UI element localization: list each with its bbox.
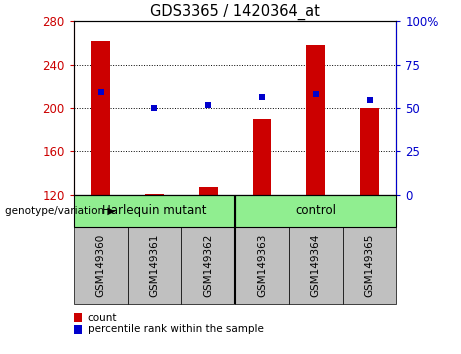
Bar	[91, 41, 110, 195]
Bar	[360, 108, 379, 195]
Bar	[74, 227, 128, 304]
Text: GSM149362: GSM149362	[203, 234, 213, 297]
Text: GSM149360: GSM149360	[95, 234, 106, 297]
Bar	[307, 45, 325, 195]
Text: count: count	[88, 313, 117, 322]
Text: GSM149365: GSM149365	[365, 234, 375, 297]
Text: GSM149361: GSM149361	[149, 234, 160, 297]
Bar	[74, 195, 235, 227]
Text: genotype/variation ▶: genotype/variation ▶	[5, 206, 115, 216]
Text: Harlequin mutant: Harlequin mutant	[102, 204, 207, 217]
Bar	[128, 227, 181, 304]
Bar	[343, 227, 396, 304]
Bar	[253, 119, 272, 195]
Text: percentile rank within the sample: percentile rank within the sample	[88, 325, 264, 335]
Bar	[235, 227, 289, 304]
Bar	[235, 195, 396, 227]
Bar	[145, 194, 164, 195]
Bar	[289, 227, 343, 304]
Text: GSM149364: GSM149364	[311, 234, 321, 297]
Title: GDS3365 / 1420364_at: GDS3365 / 1420364_at	[150, 4, 320, 20]
Bar	[181, 227, 235, 304]
Text: control: control	[296, 204, 336, 217]
Text: GSM149363: GSM149363	[257, 234, 267, 297]
Bar	[199, 187, 218, 195]
